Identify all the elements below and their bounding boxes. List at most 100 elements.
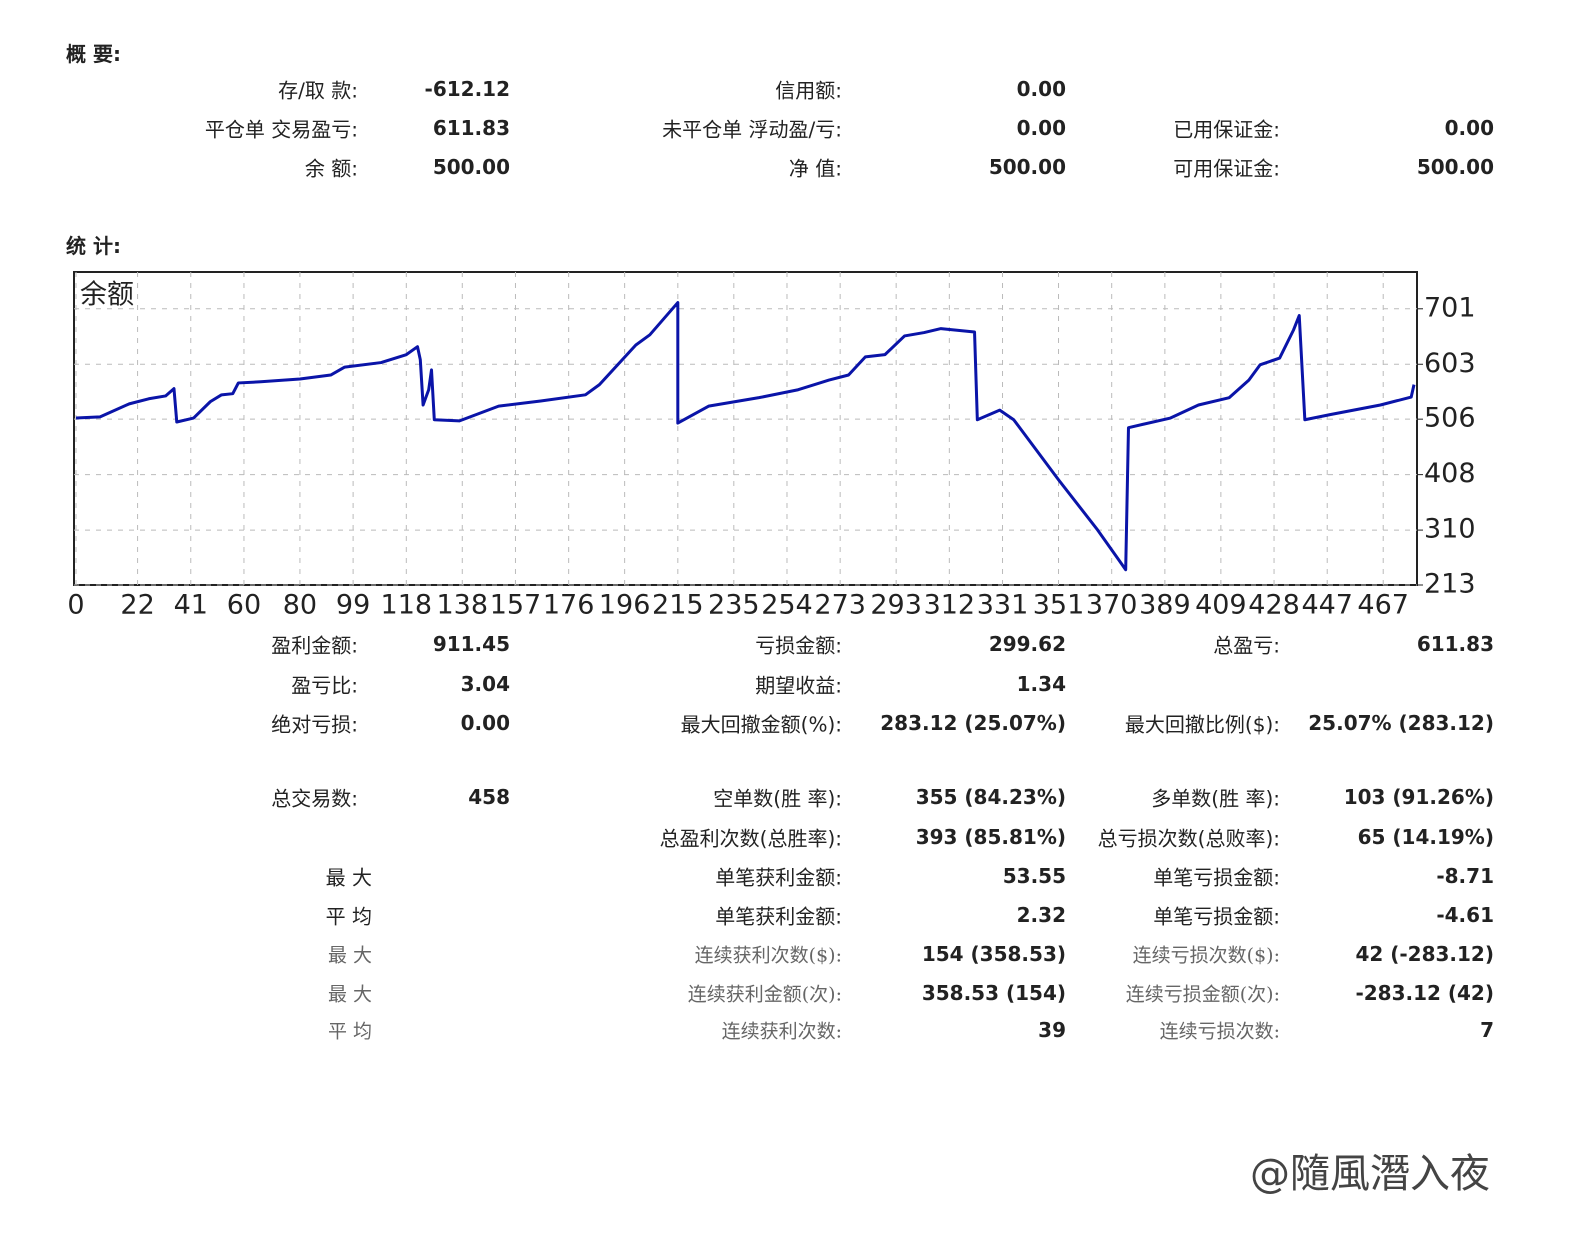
- y-tick-label: 506: [1424, 403, 1476, 434]
- field-label: 亏损金额:: [755, 633, 842, 658]
- x-tick-label: 196: [599, 590, 651, 621]
- y-tick-label: 213: [1424, 569, 1476, 600]
- x-tick-label: 22: [120, 590, 154, 621]
- x-tick-label: 157: [490, 590, 542, 621]
- x-tick-label: 118: [381, 590, 433, 621]
- x-tick-label: 60: [227, 590, 261, 621]
- x-tick-label: 447: [1301, 590, 1353, 621]
- section-title: 概 要:: [66, 42, 121, 66]
- field-value: 53.55: [1002, 864, 1066, 888]
- field-label: 多单数(胜 率):: [1151, 786, 1280, 811]
- x-tick-label: 273: [814, 590, 866, 621]
- field-value: 358.53 (154): [921, 981, 1066, 1005]
- x-tick-label: 351: [1033, 590, 1085, 621]
- x-tick-label: 80: [283, 590, 317, 621]
- balance-chart: 余额 213 310 408 506 603 701 0 22 41 60 80 99 118 138 15…: [67, 271, 1476, 621]
- field-label: 可用保证金:: [1173, 156, 1280, 181]
- field-label: 连续亏损金额(次):: [1125, 983, 1280, 1006]
- field-label: 单笔获利金额:: [715, 904, 842, 929]
- x-tick-label: 428: [1248, 590, 1300, 621]
- watermark: @隨風潛入夜: [1250, 1151, 1490, 1197]
- field-value: 2.32: [1016, 903, 1066, 927]
- field-value: 458: [468, 785, 510, 809]
- x-tick-label: 409: [1195, 590, 1247, 621]
- x-tick-label: 176: [543, 590, 595, 621]
- field-value: 500.00: [432, 155, 510, 179]
- x-tick-label: 370: [1086, 590, 1138, 621]
- x-tick-label: 312: [924, 590, 976, 621]
- field-label: 最 大: [327, 944, 372, 967]
- field-value: 393 (85.81%): [915, 825, 1066, 849]
- field-label: 期望收益:: [755, 673, 842, 698]
- field-value: 611.83: [432, 116, 510, 140]
- field-label: 平仓单 交易盈亏:: [204, 117, 358, 142]
- field-value: 7: [1480, 1018, 1494, 1042]
- field-value: 0.00: [1016, 116, 1066, 140]
- field-value: 0.00: [1444, 116, 1494, 140]
- field-label: 信用额:: [775, 78, 842, 103]
- field-label: 盈利金额:: [271, 633, 358, 658]
- x-tick-label: 389: [1139, 590, 1191, 621]
- field-value: -4.61: [1436, 903, 1494, 927]
- field-value: 3.04: [460, 672, 510, 696]
- x-tick-label: 0: [67, 590, 84, 621]
- field-value: 39: [1038, 1018, 1066, 1042]
- field-label: 单笔获利金额:: [715, 865, 842, 890]
- balance-line: [75, 301, 1416, 572]
- x-tick-label: 138: [437, 590, 489, 621]
- field-value: 0.00: [1016, 77, 1066, 101]
- field-label: 连续亏损次数($):: [1132, 944, 1280, 967]
- field-label: 单笔亏损金额:: [1153, 904, 1280, 929]
- field-value: 299.62: [988, 632, 1066, 656]
- field-label: 连续获利次数($):: [694, 944, 842, 967]
- field-label: 总交易数:: [271, 786, 358, 811]
- field-label: 空单数(胜 率):: [713, 786, 842, 811]
- field-value: 65 (14.19%): [1357, 825, 1494, 849]
- field-label: 单笔亏损金额:: [1153, 865, 1280, 890]
- x-tick-label: 41: [174, 590, 208, 621]
- field-value: 611.83: [1416, 632, 1494, 656]
- field-label: 已用保证金:: [1173, 117, 1280, 142]
- field-value: 103 (91.26%): [1343, 785, 1494, 809]
- field-value: 154 (358.53): [921, 942, 1066, 966]
- y-tick-label: 701: [1424, 292, 1476, 323]
- field-value: -283.12 (42): [1355, 981, 1494, 1005]
- x-tick-label: 215: [652, 590, 704, 621]
- field-label: 连续亏损次数:: [1159, 1020, 1280, 1043]
- field-label: 总盈利次数(总胜率):: [659, 826, 842, 851]
- plot-frame: [73, 271, 1418, 586]
- field-label: 最大回撤金额(%):: [680, 712, 842, 737]
- field-value: 25.07% (283.12): [1308, 711, 1494, 735]
- y-tick-label: 603: [1424, 348, 1476, 379]
- field-value: 0.00: [460, 711, 510, 735]
- y-tick-label: 408: [1424, 458, 1476, 489]
- field-value: 283.12 (25.07%): [880, 711, 1066, 735]
- field-value: 911.45: [432, 632, 510, 656]
- field-label: 总亏损次数(总败率):: [1097, 826, 1280, 851]
- x-tick-label: 293: [870, 590, 922, 621]
- x-tick-label: 235: [708, 590, 760, 621]
- field-label: 最大回撤比例($):: [1124, 712, 1280, 737]
- field-label: 平 均: [325, 904, 372, 929]
- field-value: -612.12: [424, 77, 510, 101]
- field-label: 盈亏比:: [291, 673, 358, 698]
- field-label: 最 大: [327, 983, 372, 1006]
- field-value: 500.00: [988, 155, 1066, 179]
- field-label: 连续获利次数:: [721, 1020, 842, 1043]
- y-tick-label: 310: [1424, 514, 1476, 545]
- section-title: 统 计:: [66, 234, 121, 258]
- field-label: 存/取 款:: [278, 78, 358, 103]
- field-value: 1.34: [1016, 672, 1066, 696]
- x-tick-label: 254: [761, 590, 813, 621]
- field-value: -8.71: [1436, 864, 1494, 888]
- field-label: 净 值:: [788, 156, 842, 181]
- field-value: 500.00: [1416, 155, 1494, 179]
- field-label: 最 大: [325, 865, 372, 890]
- field-label: 绝对亏损:: [271, 712, 358, 737]
- x-tick-label: 331: [977, 590, 1029, 621]
- x-tick-label: 99: [336, 590, 370, 621]
- field-value: 42 (-283.12): [1355, 942, 1494, 966]
- field-label: 平 均: [327, 1020, 372, 1043]
- field-label: 未平仓单 浮动盈/亏:: [662, 117, 842, 142]
